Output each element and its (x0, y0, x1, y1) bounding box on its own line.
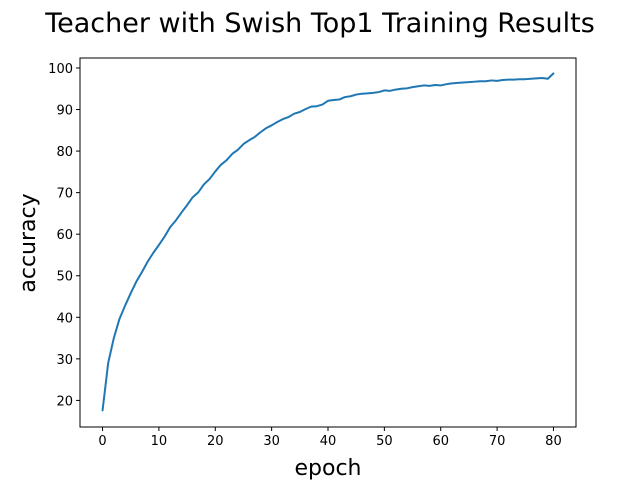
chart-title: Teacher with Swish Top1 Training Results (44, 8, 595, 39)
x-tick-label: 30 (263, 434, 280, 449)
y-tick-label: 80 (56, 145, 73, 160)
plot-area-frame (79, 57, 577, 428)
ticks-layer: 0 10 20 30 40 50 60 70 80 20 30 40 50 60 70 80 90 100 (48, 62, 562, 449)
x-tick-label: 50 (376, 434, 393, 449)
x-tick-label: 10 (151, 434, 168, 449)
y-tick-label: 30 (56, 353, 73, 368)
y-tick-label: 100 (48, 62, 73, 77)
y-tick-label: 40 (56, 311, 73, 326)
accuracy-series-line (101, 72, 555, 412)
y-tick-label: 50 (56, 270, 73, 285)
x-axis-label: epoch (295, 456, 362, 480)
x-tick-label: 60 (432, 434, 449, 449)
y-tick-label: 70 (56, 187, 73, 202)
y-tick-label: 90 (56, 104, 73, 119)
y-axis-label: accuracy (16, 193, 41, 292)
x-tick-label: 40 (320, 434, 337, 449)
x-tick-label: 70 (489, 434, 506, 449)
y-tick-label: 20 (56, 394, 73, 409)
x-tick-label: 80 (545, 434, 562, 449)
x-tick-label: 0 (98, 434, 106, 449)
y-tick-label: 60 (56, 228, 73, 243)
x-tick-label: 20 (207, 434, 224, 449)
